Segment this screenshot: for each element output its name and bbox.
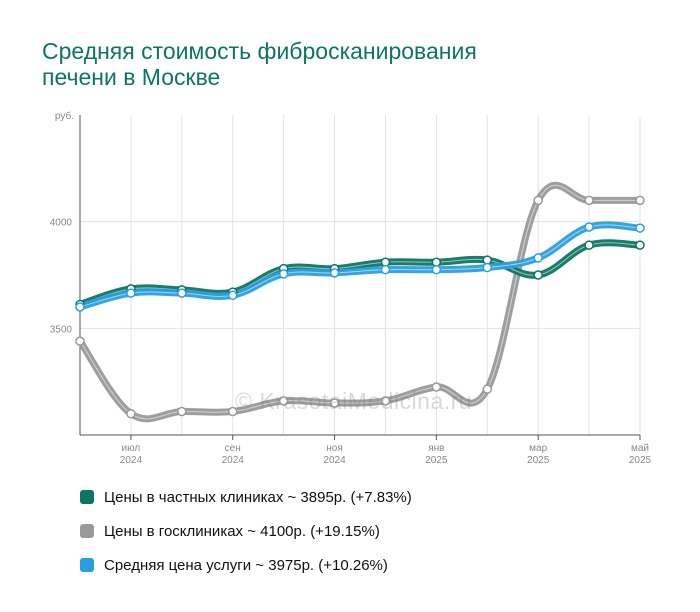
watermark: © KrasotaiMedicina.ru xyxy=(235,388,473,414)
data-point-private xyxy=(533,270,543,280)
data-point-public xyxy=(75,336,85,346)
series-line-highlight-public xyxy=(79,184,640,420)
data-point-average xyxy=(75,302,85,312)
series-line-public xyxy=(76,181,644,423)
data-point-average xyxy=(380,264,391,275)
x-tick-label-year: 2025 xyxy=(629,455,652,466)
data-point-average xyxy=(635,223,645,233)
x-tick-label-month: июл xyxy=(122,443,141,454)
data-point-average xyxy=(482,262,493,273)
legend-swatch-private xyxy=(80,490,94,504)
y-tick-label: 3500 xyxy=(50,324,73,335)
legend-swatch-average xyxy=(80,558,94,572)
data-point-public xyxy=(126,408,136,419)
legend-label-public: Цены в госклиниках ~ 4100р. (+19.15%) xyxy=(104,522,380,540)
x-tick-label-year: 2024 xyxy=(222,455,245,466)
x-tick-label-month: янв xyxy=(428,443,444,454)
data-point-average xyxy=(177,288,187,298)
data-point-public xyxy=(177,406,187,417)
data-point-public xyxy=(278,396,289,406)
x-tick-label-year: 2025 xyxy=(425,455,448,466)
data-point-average xyxy=(278,269,289,279)
legend-label-average: Средняя цена услуги ~ 3975р. (+10.26%) xyxy=(104,556,388,574)
data-point-public xyxy=(227,406,238,417)
data-point-public xyxy=(482,384,493,394)
x-tick-label-month: май xyxy=(631,443,649,454)
line-chart: 35004000руб.июл2024сен2024ноя2024янв2025… xyxy=(50,110,652,466)
data-point-public xyxy=(431,382,442,392)
chart-grid xyxy=(79,115,641,435)
data-point-average xyxy=(584,222,594,232)
chart-points xyxy=(75,195,645,419)
chart-title-line-2: печени в Москве xyxy=(42,64,221,90)
legend-item-average[interactable]: Средняя цена услуги ~ 3975р. (+10.26%) xyxy=(80,548,412,582)
y-unit-label: руб. xyxy=(55,110,74,122)
data-point-public xyxy=(329,398,340,408)
data-point-average xyxy=(431,264,442,275)
data-point-public xyxy=(584,195,594,206)
chart-legend: Цены в частных клиниках ~ 3895р. (+7.83%… xyxy=(80,480,412,582)
data-point-public xyxy=(380,396,391,406)
x-tick-label-year: 2024 xyxy=(323,455,346,466)
legend-item-public[interactable]: Цены в госклиниках ~ 4100р. (+19.15%) xyxy=(80,514,412,548)
chart-series xyxy=(76,181,644,423)
data-point-average xyxy=(533,253,543,263)
data-point-public xyxy=(635,195,645,206)
data-point-average xyxy=(329,268,340,278)
legend-item-private[interactable]: Цены в частных клиниках ~ 3895р. (+7.83%… xyxy=(80,480,412,514)
x-tick-label-year: 2024 xyxy=(120,455,143,466)
chart-title: Средняя стоимость фибросканирования пече… xyxy=(42,38,602,90)
data-point-average xyxy=(227,290,238,301)
data-point-average xyxy=(126,288,136,298)
x-tick-label-year: 2025 xyxy=(527,455,550,466)
y-tick-label: 4000 xyxy=(50,218,73,229)
x-tick-label-month: ноя xyxy=(326,443,343,454)
data-point-private xyxy=(584,240,594,250)
x-tick-label-month: мар xyxy=(529,443,547,454)
x-tick-label-month: сен xyxy=(225,443,241,454)
data-point-public xyxy=(533,195,543,206)
legend-label-private: Цены в частных клиниках ~ 3895р. (+7.83%… xyxy=(104,488,412,506)
legend-swatch-public xyxy=(80,524,94,538)
chart-title-line-1: Средняя стоимость фибросканирования xyxy=(42,38,477,64)
data-point-private xyxy=(635,240,645,250)
chart-axes: 35004000руб.июл2024сен2024ноя2024янв2025… xyxy=(50,110,652,466)
